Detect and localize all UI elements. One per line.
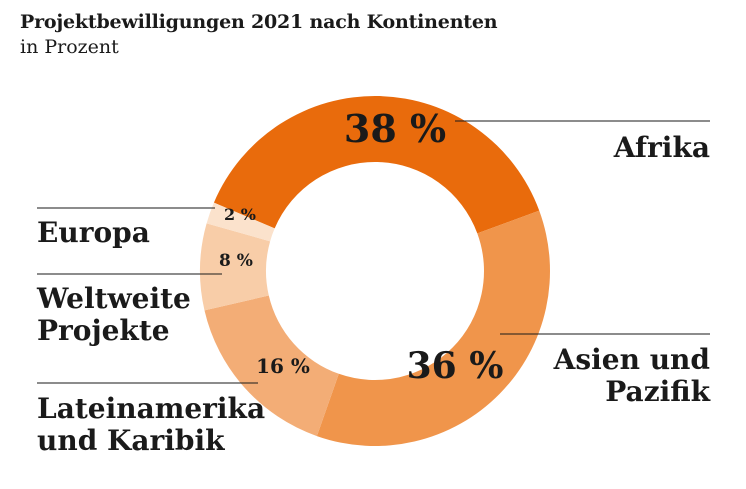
- category-label-asien-und-pazifik: Asien und Pazifik: [553, 343, 711, 408]
- category-label-line: Afrika: [613, 131, 710, 164]
- chart-title: Projektbewilligungen 2021 nach Kontinent…: [20, 11, 498, 33]
- slice-afrika: [213, 96, 540, 234]
- slice-lateinamerika-und-karibik: [204, 295, 339, 437]
- value-label-europa: 2 %: [224, 205, 256, 224]
- category-label-weltweite-projekte: Weltweite Projekte: [36, 282, 191, 347]
- category-label-line: und Karibik: [37, 424, 225, 457]
- category-label-line: Projekte: [37, 314, 170, 347]
- category-label-line: Lateinamerika: [37, 392, 265, 425]
- slice-europa: [206, 202, 275, 242]
- category-label-line: Pazifik: [605, 375, 710, 408]
- category-label-europa: Europa: [37, 216, 150, 249]
- value-label-asien-und-pazifik: 36 %: [407, 345, 504, 387]
- category-label-line: Europa: [37, 216, 150, 249]
- category-labels: Afrika Asien und Pazifik Lateinamerika und K…: [36, 131, 711, 457]
- category-label-line: Asien und: [553, 343, 710, 376]
- value-label-lateinamerika-und-karibik: 16 %: [256, 354, 310, 378]
- donut-slices: [200, 96, 550, 446]
- slice-weltweite-projekte: [200, 223, 271, 311]
- percentage-labels: 38 % 36 % 16 % 8 % 2 %: [219, 106, 503, 387]
- leader-lines: [37, 120, 710, 384]
- value-label-afrika: 38 %: [344, 106, 446, 151]
- category-label-lateinamerika-und-karibik: Lateinamerika und Karibik: [37, 392, 265, 457]
- slice-asien-und-pazifik: [316, 210, 550, 446]
- category-label-afrika: Afrika: [613, 131, 710, 164]
- chart-subtitle: in Prozent: [20, 36, 119, 58]
- category-label-line: Weltweite: [36, 282, 191, 315]
- value-label-weltweite-projekte: 8 %: [219, 251, 253, 271]
